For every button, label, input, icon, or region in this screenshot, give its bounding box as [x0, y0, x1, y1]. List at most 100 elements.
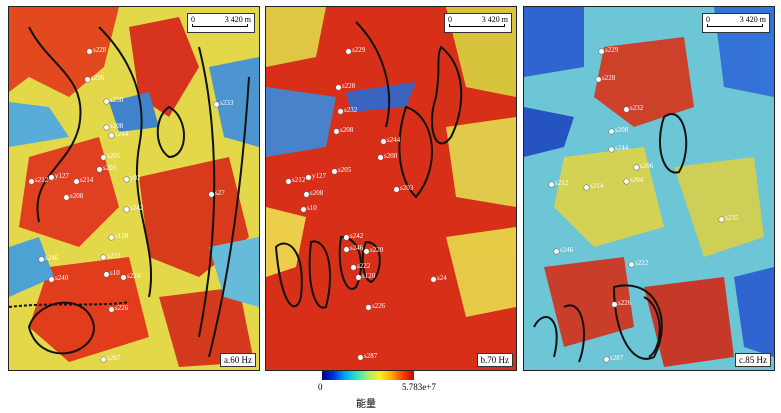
well-marker	[719, 217, 724, 222]
well-marker	[306, 175, 311, 180]
well-label: s214	[590, 182, 604, 190]
well-label: s226	[372, 302, 386, 310]
energy-map-a	[9, 7, 259, 370]
well-marker	[301, 207, 306, 212]
well-marker	[364, 249, 369, 254]
scale-bar-c: 0 3 420 m	[702, 13, 770, 33]
well-label: y127	[55, 172, 69, 180]
well-label: s212	[35, 176, 49, 184]
well-label: s230	[110, 96, 124, 104]
well-label: s226	[618, 299, 632, 307]
well-marker	[286, 179, 291, 184]
well-marker	[109, 133, 114, 138]
well-label: s226	[91, 74, 105, 82]
well-marker	[49, 277, 54, 282]
energy-map-c	[524, 7, 774, 370]
well-marker	[358, 355, 363, 360]
well-marker	[554, 249, 559, 254]
well-marker	[74, 179, 79, 184]
well-marker	[612, 302, 617, 307]
well-label: s228	[602, 74, 616, 82]
well-marker	[121, 275, 126, 280]
well-label: s220	[370, 246, 384, 254]
well-marker	[336, 85, 341, 90]
well-label: s208	[110, 122, 124, 130]
well-marker	[124, 207, 129, 212]
well-label: s205	[338, 166, 352, 174]
well-label: s204	[630, 176, 644, 184]
panel-b-70hz: 0 3 420 m b.70 Hz s229 s228 s232 s208 s244 s2…	[265, 6, 517, 371]
well-marker	[109, 235, 114, 240]
well-marker	[332, 169, 337, 174]
well-label: s232	[344, 106, 358, 114]
well-label: s232	[630, 104, 644, 112]
well-label: s205	[107, 152, 121, 160]
well-label: s120	[115, 232, 129, 240]
well-label: s10	[110, 269, 120, 277]
well-label: s229	[352, 46, 366, 54]
well-label: s203	[103, 164, 117, 172]
well-marker	[378, 155, 383, 160]
well-marker	[604, 357, 609, 362]
well-marker	[609, 147, 614, 152]
well-marker	[85, 77, 90, 82]
legend-title: 能量	[356, 399, 376, 410]
well-label: s222	[107, 252, 121, 260]
well-marker	[97, 167, 102, 172]
well-marker	[346, 49, 351, 54]
well-marker	[599, 49, 604, 54]
well-label: s120	[362, 272, 376, 280]
well-label: s240	[55, 274, 69, 282]
well-label: s287	[107, 354, 121, 362]
well-marker	[104, 99, 109, 104]
well-marker	[101, 255, 106, 260]
well-label: s244	[615, 144, 629, 152]
energy-color-legend	[322, 371, 414, 380]
well-marker	[394, 187, 399, 192]
well-label: y02	[130, 174, 141, 182]
well-marker	[109, 307, 114, 312]
well-label: s224	[127, 272, 141, 280]
well-label: s212	[555, 179, 569, 187]
frequency-label-a: a.60 Hz	[220, 353, 256, 367]
well-label: s229	[605, 46, 619, 54]
well-marker	[624, 179, 629, 184]
well-marker	[87, 49, 92, 54]
energy-map-b	[266, 7, 516, 370]
scale-bar-a: 0 3 420 m	[187, 13, 255, 33]
well-marker	[29, 179, 34, 184]
well-marker	[104, 272, 109, 277]
well-label: s235	[725, 214, 739, 222]
well-marker	[596, 77, 601, 82]
well-marker	[344, 235, 349, 240]
well-label: s200	[384, 152, 398, 160]
well-label: s233	[220, 99, 234, 107]
well-label: s27	[215, 189, 225, 197]
well-marker	[431, 277, 436, 282]
well-marker	[629, 262, 634, 267]
well-label: s24	[437, 274, 447, 282]
well-marker	[584, 185, 589, 190]
well-label: s287	[610, 354, 624, 362]
well-marker	[64, 195, 69, 200]
well-marker	[49, 175, 54, 180]
well-label: s203	[400, 184, 414, 192]
well-label: s10	[307, 204, 317, 212]
well-label: s246	[45, 254, 59, 262]
frequency-label-c: c.85 Hz	[735, 353, 771, 367]
well-label: s246	[560, 246, 574, 254]
well-label: s242	[350, 232, 364, 240]
well-marker	[356, 275, 361, 280]
scale-bar-b: 0 3 420 m	[444, 13, 512, 33]
well-label: s222	[357, 262, 371, 270]
well-label: s244	[387, 136, 401, 144]
legend-min-label: 0	[318, 382, 323, 392]
well-marker	[334, 129, 339, 134]
well-marker	[39, 257, 44, 262]
well-label: s242	[130, 204, 144, 212]
well-marker	[209, 192, 214, 197]
panel-a-60hz: 0 3 420 m a.60 Hz s228 s226 s230 s208 s244 s2…	[8, 6, 260, 371]
well-label: s228	[342, 82, 356, 90]
well-marker	[104, 125, 109, 130]
well-label: s222	[635, 259, 649, 267]
